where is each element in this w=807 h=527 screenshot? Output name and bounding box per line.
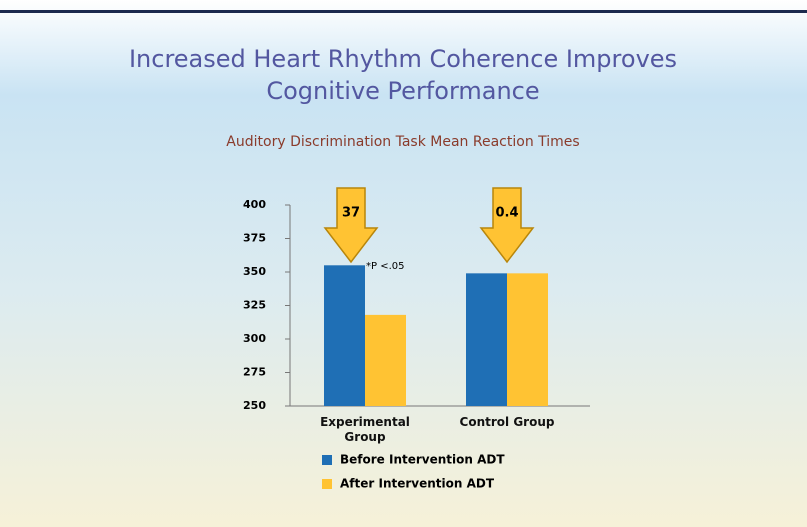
bar (507, 273, 548, 406)
x-tick-label: Experimental Group (320, 415, 410, 444)
y-tick-label: 350 (243, 265, 266, 278)
top-rule (0, 10, 807, 13)
y-tick-label: 325 (243, 299, 266, 312)
chart-subtitle: Auditory Discrimination Task Mean Reacti… (226, 134, 579, 150)
y-tick-label: 375 (243, 232, 266, 245)
arrow (323, 187, 379, 264)
arrow (479, 187, 535, 264)
y-tick-label: 400 (243, 198, 266, 211)
y-tick-label: 300 (243, 332, 266, 345)
y-tick-label: 250 (243, 399, 266, 412)
legend-label: Before Intervention ADT (340, 453, 505, 467)
legend-label: After Intervention ADT (340, 477, 495, 491)
y-tick-label: 275 (243, 366, 266, 379)
chart-title: Increased Heart Rhythm Coherence Improve… (129, 45, 677, 105)
bar (324, 265, 365, 406)
bar (466, 273, 507, 406)
arrow-label: 37 (342, 206, 360, 221)
x-tick-label: Control Group (459, 415, 555, 429)
p-note: *P <.05 (366, 261, 405, 272)
legend-swatch (322, 479, 332, 489)
bar (365, 314, 406, 406)
legend-swatch (322, 455, 332, 465)
arrow-label: 0.4 (495, 206, 518, 221)
